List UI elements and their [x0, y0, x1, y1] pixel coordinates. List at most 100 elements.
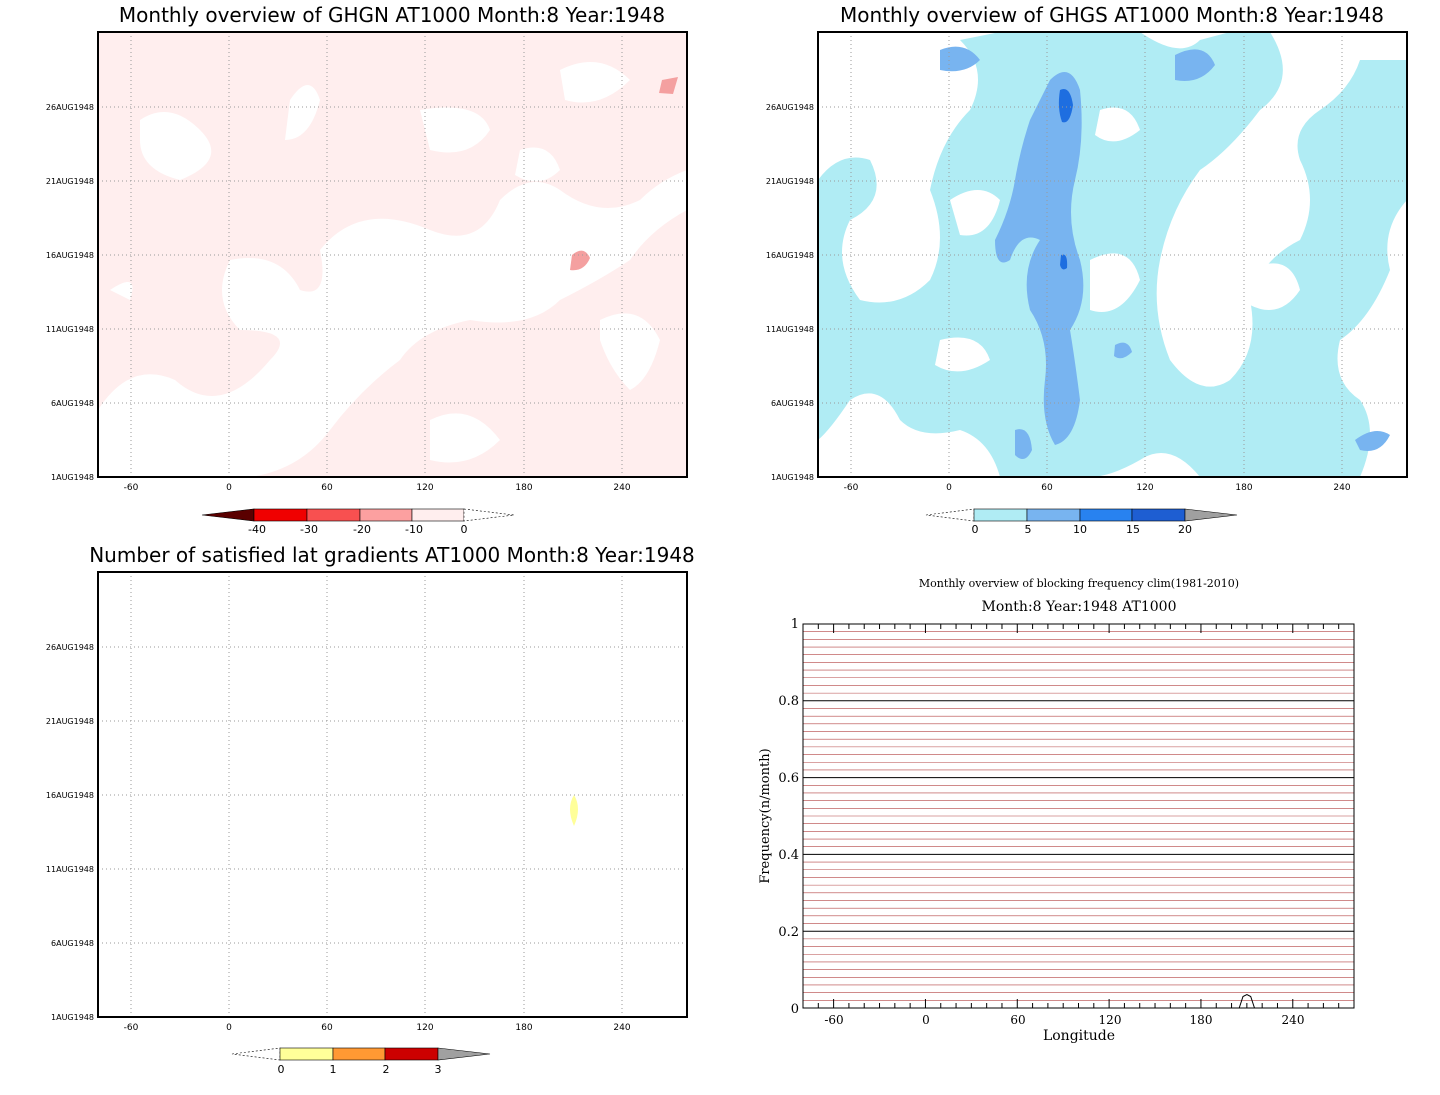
- clim-panel: Monthly overview of blocking frequency c…: [758, 577, 1355, 1044]
- ghgn-panel: Monthly overview of GHGN AT1000 Month:8 …: [46, 3, 688, 536]
- ghgs-panel: Monthly overview of GHGS AT1000 Month:8 …: [766, 3, 1408, 536]
- ghgn-zero-region: [98, 170, 687, 477]
- ghgs-colorbar-label: 10: [1073, 523, 1087, 536]
- ghgs-colorbar: 0 5 10 15 20: [925, 508, 1238, 536]
- ghgn-colorbar-label: -10: [405, 523, 423, 536]
- ghgs-x-tick-label: 0: [946, 483, 952, 493]
- ghgs-band-10: [1114, 342, 1132, 359]
- clim-ticks: [817, 624, 1340, 1008]
- ghgn-colorbar: -40 -30 -20 -10 0: [201, 508, 515, 536]
- ghgs-band-15: [1058, 89, 1073, 123]
- ghgs-colorbar-segment: [1079, 508, 1133, 522]
- clim-frame: [802, 623, 1355, 1009]
- ghgs-x-tick-label: -60: [844, 483, 859, 493]
- grad-colorbar-segment: [437, 1047, 491, 1061]
- grad-x-tick-label: 0: [226, 1023, 232, 1033]
- grad-y-tick-label: 26AUG1948: [46, 643, 94, 652]
- ghgs-colorbar-segment: [925, 508, 975, 522]
- ghgs-zero-region: [935, 337, 990, 372]
- ghgs-colorbar-label: 5: [1025, 523, 1032, 536]
- grad-colorbar-label: 2: [383, 1063, 390, 1076]
- ghgn-zero-region: [110, 282, 133, 300]
- grad-colorbar: 0 1 2 3: [231, 1047, 491, 1076]
- ghgn-title: Monthly overview of GHGN AT1000 Month:8 …: [119, 3, 665, 27]
- ghgs-x-tick-label: 240: [1333, 483, 1350, 493]
- clim-y-tick-label: 0: [791, 1002, 799, 1017]
- ghgn-colorbar-segment: [463, 508, 515, 522]
- clim-x-tick-label: -60: [824, 1013, 843, 1027]
- ghgn-colorbar-segment: [411, 508, 465, 522]
- clim-x-tick-label: 60: [1010, 1013, 1025, 1027]
- clim-x-tick-label: 180: [1190, 1013, 1213, 1027]
- grad-title: Number of satisfied lat gradients AT1000…: [89, 543, 695, 567]
- ghgn-x-tick-label: 180: [515, 483, 532, 493]
- ghgs-colorbar-segment: [973, 508, 1028, 522]
- ghgs-zero-region: [1250, 263, 1300, 310]
- ghgs-x-tick-label: 60: [1041, 483, 1053, 493]
- ghgs-band-10: [1175, 49, 1215, 81]
- ghgs-colorbar-label: 20: [1178, 523, 1192, 536]
- ghgn-x-tick-label: 60: [321, 483, 333, 493]
- ghgs-y-tick-label: 6AUG1948: [771, 399, 814, 408]
- clim-title: Monthly overview of blocking frequency c…: [919, 577, 1239, 590]
- grad-colorbar-label: 1: [330, 1063, 337, 1076]
- ghgs-colorbar-label: 0: [972, 523, 979, 536]
- ghgn-y-tick-label: 21AUG1948: [46, 177, 94, 186]
- ghgs-band-10: [1015, 429, 1032, 459]
- grad-y-tick-label: 21AUG1948: [46, 717, 94, 726]
- ghgs-colorbar-segment: [1184, 508, 1238, 522]
- grad-frame: [97, 571, 688, 1018]
- clim-hlines: [803, 631, 1354, 1001]
- ghgn-field: [98, 32, 687, 477]
- grad-y-tick-label: 16AUG1948: [46, 791, 94, 800]
- grad-colorbar-label: 3: [435, 1063, 442, 1076]
- ghgs-y-tick-label: 21AUG1948: [766, 177, 814, 186]
- ghgs-colorbar-label: 15: [1126, 523, 1140, 536]
- ghgs-band-10: [940, 46, 980, 72]
- ghgn-zero-region: [515, 147, 560, 182]
- ghgn-y-tick-label: 26AUG1948: [46, 103, 94, 112]
- ghgs-y-tick-label: 1AUG1948: [771, 473, 814, 482]
- ghgs-band-10: [1355, 431, 1390, 451]
- grad-x-tick-label: 60: [321, 1023, 333, 1033]
- grad-colorbar-segment: [384, 1047, 439, 1061]
- clim-y-axis-label: Frequency(n/month): [758, 748, 773, 883]
- ghgn-frame: [97, 31, 688, 478]
- ghgs-band-10: [995, 72, 1084, 445]
- clim-y-tick-label: 0.4: [778, 848, 799, 863]
- ghgs-field: [818, 32, 1407, 477]
- grad-x-tick-label: -60: [124, 1023, 139, 1033]
- ghgn-colorbar-segment: [359, 508, 413, 522]
- ghgn-y-tick-label: 16AUG1948: [46, 251, 94, 260]
- ghgn-x-tick-label: -60: [124, 483, 139, 493]
- grad-colorbar-segment: [231, 1047, 281, 1061]
- grad-colorbar-label: 0: [278, 1063, 285, 1076]
- grad-background-fill: [98, 572, 687, 1017]
- clim-x-axis-label: Longitude: [1043, 1028, 1115, 1044]
- clim-subtitle: Month:8 Year:1948 AT1000: [982, 599, 1177, 615]
- grad-x-tick-label: 240: [613, 1023, 630, 1033]
- ghgn-y-tick-label: 11AUG1948: [46, 325, 94, 334]
- clim-y-tick-label: 0.8: [778, 694, 799, 709]
- clim-y-tick-label: 0.6: [778, 771, 799, 786]
- ghgn-colorbar-label: 0: [461, 523, 468, 536]
- clim-series-line: [1238, 994, 1255, 1009]
- ghgn-colorbar-segment: [306, 508, 361, 522]
- ghgn-colorbar-segment: [253, 508, 308, 522]
- ghgn-colorbar-segment: [201, 508, 255, 522]
- ghgn-x-tick-label: 240: [613, 483, 630, 493]
- ghgn-zero-region: [600, 313, 660, 390]
- grad-x-tick-label: 120: [416, 1023, 433, 1033]
- ghgn-zero-region: [420, 107, 490, 153]
- clim-y-tick-label: 1: [791, 617, 799, 632]
- grad-panel: Number of satisfied lat gradients AT1000…: [46, 543, 695, 1076]
- grad-yellow-blob: [570, 795, 578, 826]
- clim-y-tick-label: 0.2: [778, 925, 799, 940]
- ghgs-colorbar-segment: [1131, 508, 1186, 522]
- ghgs-y-tick-label: 26AUG1948: [766, 103, 814, 112]
- grad-x-tick-label: 180: [515, 1023, 532, 1033]
- grad-y-tick-label: 11AUG1948: [46, 865, 94, 874]
- grad-colorbar-segment: [279, 1047, 334, 1061]
- grad-y-tick-label: 6AUG1948: [51, 939, 94, 948]
